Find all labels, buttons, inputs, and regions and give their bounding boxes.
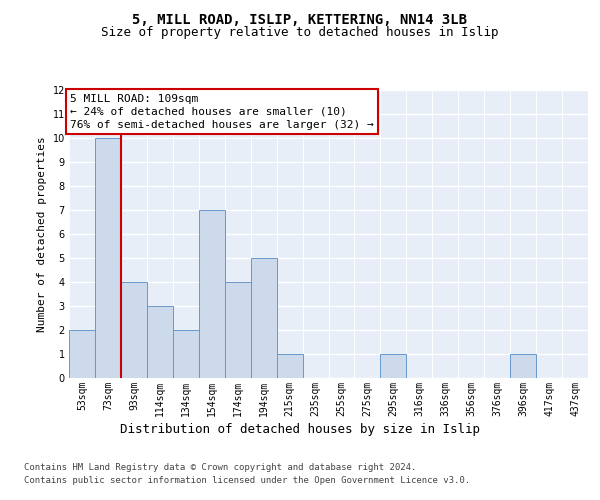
Text: 5, MILL ROAD, ISLIP, KETTERING, NN14 3LB: 5, MILL ROAD, ISLIP, KETTERING, NN14 3LB (133, 12, 467, 26)
Bar (225, 282, 251, 378)
Text: Distribution of detached houses by size in Islip: Distribution of detached houses by size … (120, 422, 480, 436)
Text: Contains public sector information licensed under the Open Government Licence v3: Contains public sector information licen… (24, 476, 470, 485)
Text: Contains HM Land Registry data © Crown copyright and database right 2024.: Contains HM Land Registry data © Crown c… (24, 462, 416, 471)
Bar (199, 210, 224, 378)
Text: Size of property relative to detached houses in Islip: Size of property relative to detached ho… (101, 26, 499, 39)
Bar (121, 282, 147, 378)
Bar (510, 354, 536, 378)
Bar (95, 138, 121, 378)
Bar (147, 306, 173, 378)
Y-axis label: Number of detached properties: Number of detached properties (37, 136, 47, 332)
Bar (380, 354, 406, 378)
Bar (69, 330, 95, 378)
Bar (251, 258, 277, 378)
Text: 5 MILL ROAD: 109sqm
← 24% of detached houses are smaller (10)
76% of semi-detach: 5 MILL ROAD: 109sqm ← 24% of detached ho… (70, 94, 374, 130)
Bar (173, 330, 199, 378)
Bar (277, 354, 302, 378)
